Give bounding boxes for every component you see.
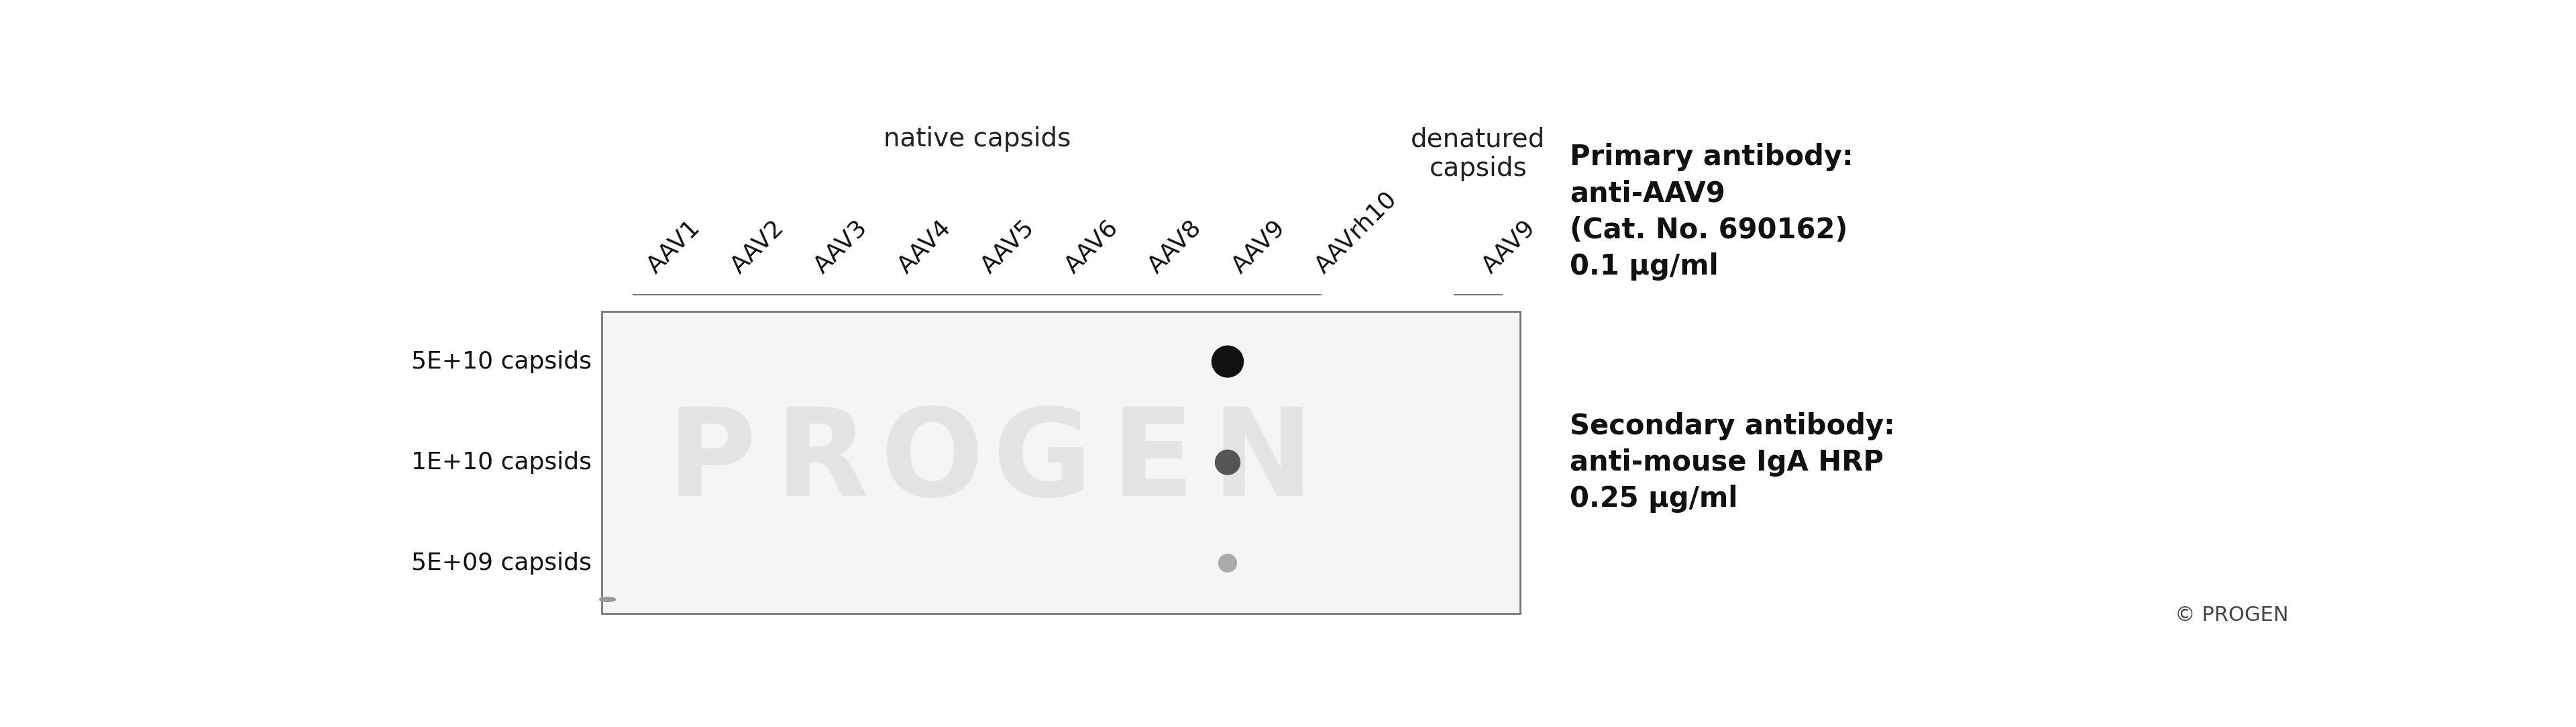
Text: (Cat. No. 690162): (Cat. No. 690162) — [1569, 216, 1847, 244]
Text: 5E+10 capsids: 5E+10 capsids — [412, 350, 592, 373]
Text: O: O — [881, 403, 984, 521]
Text: N: N — [1213, 403, 1314, 521]
Text: AAV9: AAV9 — [1229, 216, 1288, 278]
Ellipse shape — [1218, 554, 1236, 572]
Bar — [603, 311, 1520, 614]
Text: native capsids: native capsids — [884, 126, 1072, 152]
Text: AAV2: AAV2 — [726, 216, 788, 278]
Text: Primary antibody:: Primary antibody: — [1569, 143, 1852, 172]
Text: AAV8: AAV8 — [1144, 216, 1206, 278]
Text: Secondary antibody:: Secondary antibody: — [1569, 412, 1896, 440]
Text: anti-mouse IgA HRP: anti-mouse IgA HRP — [1569, 449, 1883, 476]
Ellipse shape — [1216, 450, 1239, 475]
Text: G: G — [992, 403, 1092, 521]
Text: AAV9: AAV9 — [1479, 216, 1540, 278]
Text: 5E+09 capsids: 5E+09 capsids — [412, 552, 592, 574]
Ellipse shape — [1211, 346, 1244, 377]
Text: AAV6: AAV6 — [1061, 216, 1123, 278]
Text: E: E — [1110, 403, 1193, 521]
Text: anti-AAV9: anti-AAV9 — [1569, 180, 1726, 208]
Text: denatured
capsids: denatured capsids — [1412, 126, 1546, 182]
Circle shape — [600, 597, 616, 602]
Text: AAV5: AAV5 — [976, 216, 1038, 278]
Text: 1E+10 capsids: 1E+10 capsids — [412, 451, 592, 474]
Text: © PROGEN: © PROGEN — [2174, 605, 2287, 624]
Text: 0.25 μg/ml: 0.25 μg/ml — [1569, 485, 1739, 513]
Text: R: R — [775, 403, 868, 521]
Text: AAVrh10: AAVrh10 — [1311, 188, 1401, 278]
Text: AAV1: AAV1 — [644, 216, 706, 278]
Text: AAV3: AAV3 — [811, 216, 871, 278]
Text: P: P — [667, 403, 757, 521]
Text: 0.1 μg/ml: 0.1 μg/ml — [1569, 252, 1718, 281]
Text: AAV4: AAV4 — [894, 216, 956, 278]
